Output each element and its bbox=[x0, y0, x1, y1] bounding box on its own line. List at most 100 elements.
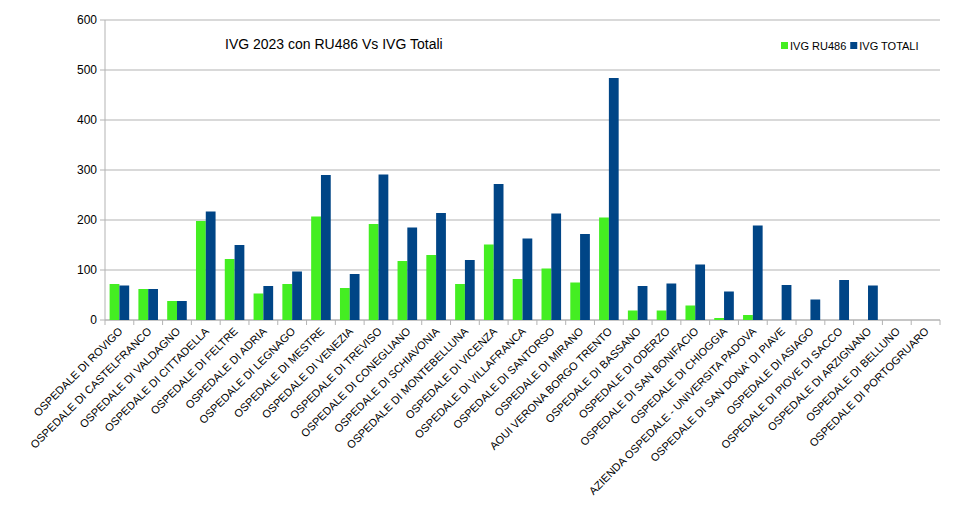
bar bbox=[138, 289, 148, 320]
bar bbox=[897, 320, 907, 321]
bar bbox=[724, 292, 734, 321]
bar bbox=[263, 286, 273, 320]
bar bbox=[570, 283, 580, 321]
y-tick bbox=[100, 220, 105, 221]
bar bbox=[926, 320, 936, 321]
bar bbox=[580, 234, 590, 320]
bar bbox=[887, 320, 897, 321]
bar bbox=[484, 245, 494, 321]
bar bbox=[398, 261, 408, 320]
bar bbox=[465, 260, 475, 320]
bar bbox=[379, 175, 389, 321]
bar bbox=[685, 306, 695, 321]
x-tick bbox=[306, 320, 307, 325]
bar bbox=[321, 175, 331, 320]
y-tick-label: 200 bbox=[77, 213, 97, 227]
bar bbox=[657, 311, 667, 321]
bar bbox=[426, 255, 436, 320]
bar bbox=[254, 294, 264, 321]
bar bbox=[714, 318, 724, 320]
x-tick bbox=[680, 320, 681, 325]
x-tick-label: OSPEDALE DI CITTADELLA bbox=[102, 324, 212, 434]
x-tick bbox=[594, 320, 595, 325]
bar bbox=[292, 272, 302, 321]
y-tick bbox=[100, 270, 105, 271]
grid-line bbox=[105, 20, 940, 21]
y-tick bbox=[100, 20, 105, 21]
bars bbox=[110, 78, 878, 320]
y-tick bbox=[100, 120, 105, 121]
bar bbox=[350, 274, 360, 320]
bar bbox=[916, 320, 926, 321]
x-tick bbox=[479, 320, 480, 325]
bar bbox=[206, 212, 216, 321]
bar bbox=[753, 226, 763, 321]
x-tick-label: OSPEDALE DI PORTOGRUARO bbox=[807, 325, 931, 449]
bar bbox=[801, 320, 811, 321]
grid-line bbox=[105, 220, 940, 221]
x-tick bbox=[652, 320, 653, 325]
x-tick bbox=[508, 320, 509, 325]
bar bbox=[119, 286, 129, 321]
title: IVG 2023 con RU486 Vs IVG Totali bbox=[225, 36, 443, 52]
bar bbox=[772, 320, 782, 321]
x-tick bbox=[133, 320, 134, 325]
y-tick-label: 400 bbox=[77, 113, 97, 127]
x-tick bbox=[364, 320, 365, 325]
bar bbox=[810, 300, 820, 321]
bar bbox=[599, 218, 609, 321]
bar bbox=[167, 301, 177, 320]
y-axis bbox=[105, 20, 106, 320]
x-tick bbox=[882, 320, 883, 325]
y-tick-label: 500 bbox=[77, 63, 97, 77]
bar bbox=[494, 184, 504, 320]
x-tick bbox=[191, 320, 192, 325]
x-tick bbox=[335, 320, 336, 325]
x-tick bbox=[220, 320, 221, 325]
x-tick bbox=[940, 320, 941, 325]
bar bbox=[868, 286, 878, 321]
bar bbox=[523, 239, 533, 321]
x-tick bbox=[911, 320, 912, 325]
legend-swatch bbox=[850, 42, 857, 49]
y-tick-label: 300 bbox=[77, 163, 97, 177]
bar bbox=[782, 285, 792, 320]
y-tick bbox=[100, 70, 105, 71]
grid-line bbox=[105, 170, 940, 171]
bar bbox=[695, 265, 705, 321]
bar bbox=[743, 315, 753, 320]
y-tick-label: 100 bbox=[77, 263, 97, 277]
bar bbox=[407, 228, 417, 321]
bar bbox=[196, 221, 206, 320]
x-tick-label: OSPEDALE DI MONTEBELLUNA bbox=[344, 324, 471, 451]
bar bbox=[551, 214, 561, 321]
grid-line bbox=[105, 120, 940, 121]
legend-label: IVG RU486 bbox=[790, 40, 846, 52]
bar bbox=[369, 224, 379, 320]
x-tick bbox=[824, 320, 825, 325]
y-tick bbox=[100, 170, 105, 171]
legend-swatch bbox=[781, 42, 788, 49]
x-tick-label: OSPEDALE DI CONEGLIANO bbox=[298, 325, 413, 440]
bar bbox=[311, 217, 321, 321]
bar bbox=[829, 320, 839, 321]
x-tick-label: OSPEDALE DI CASTELFRANCO bbox=[28, 325, 154, 451]
grid-line bbox=[105, 70, 940, 71]
x-tick bbox=[536, 320, 537, 325]
x-tick bbox=[709, 320, 710, 325]
legend-label: IVG TOTALI bbox=[859, 40, 918, 52]
x-tick bbox=[853, 320, 854, 325]
bar bbox=[282, 284, 292, 320]
y-tick bbox=[100, 320, 105, 321]
x-tick bbox=[421, 320, 422, 325]
bar bbox=[858, 320, 868, 321]
y-tick-label: 600 bbox=[77, 13, 97, 27]
bar bbox=[225, 259, 235, 320]
bar bbox=[340, 288, 350, 320]
bar bbox=[666, 284, 676, 321]
bar bbox=[148, 289, 158, 320]
bar bbox=[628, 311, 638, 321]
bar bbox=[542, 269, 552, 321]
x-tick bbox=[277, 320, 278, 325]
chart: 0100200300400500600OSPEDALE DI ROVIGOOSP… bbox=[0, 0, 960, 521]
